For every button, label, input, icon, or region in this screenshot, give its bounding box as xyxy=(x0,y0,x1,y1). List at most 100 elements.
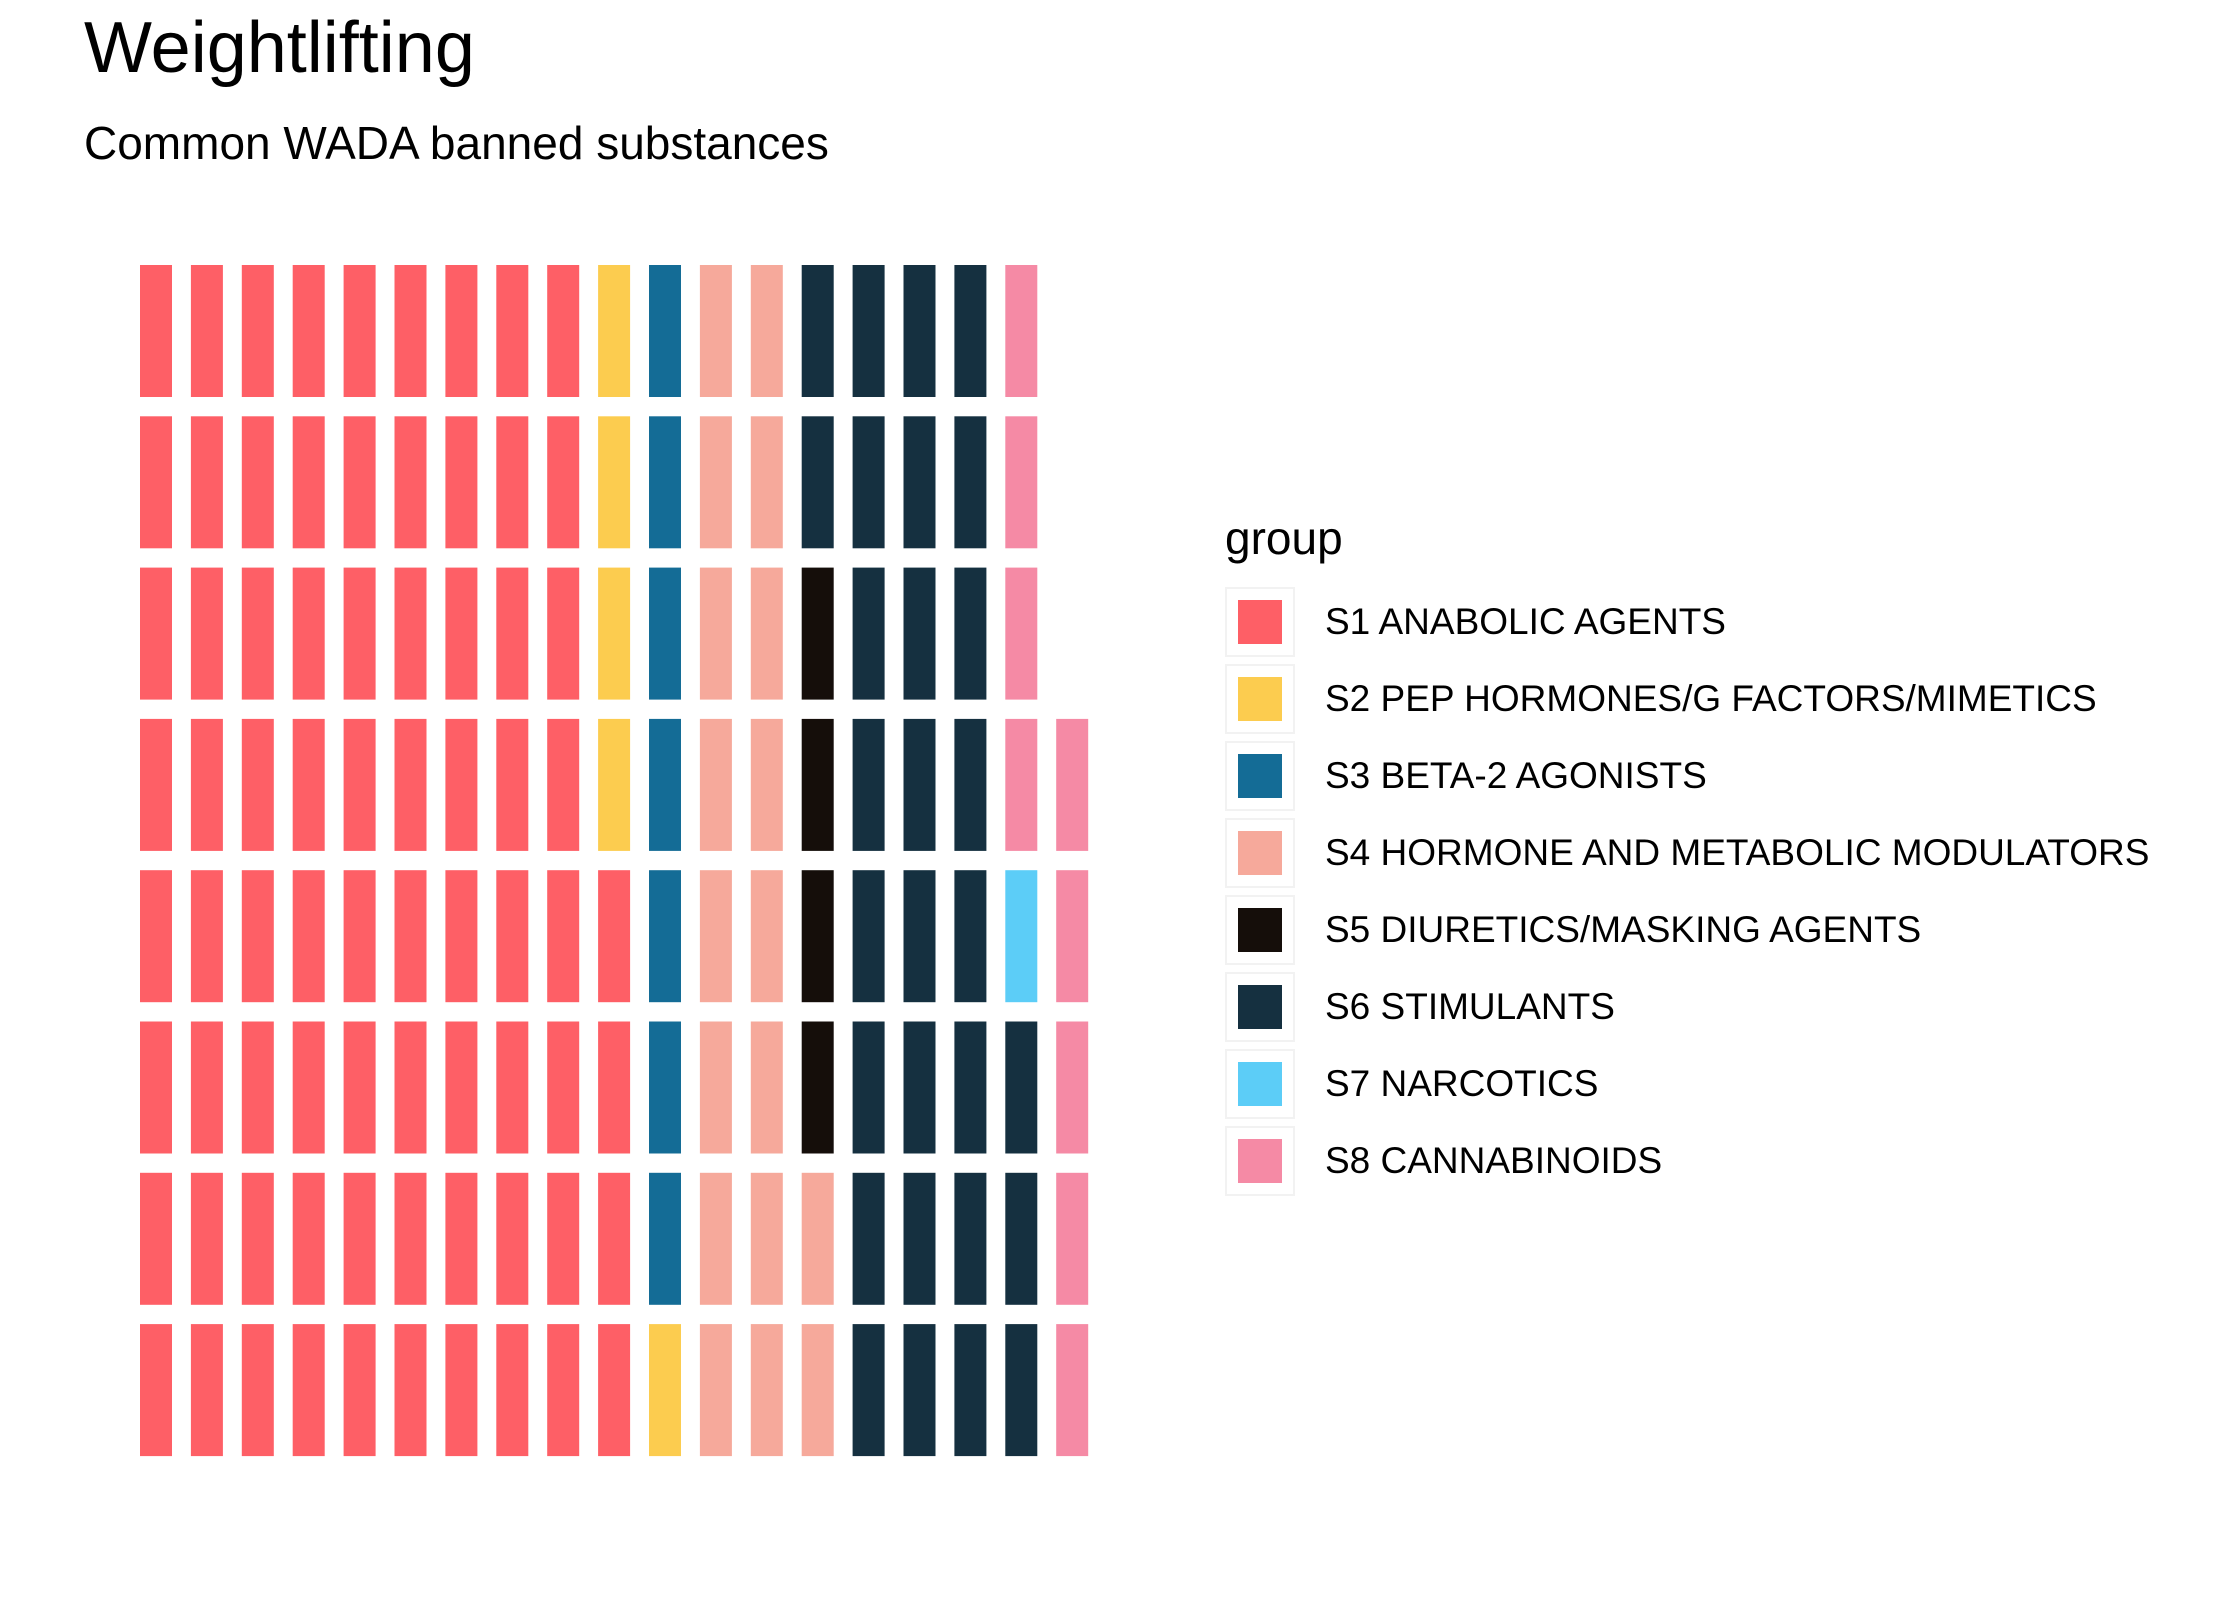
waffle-cell-s8 xyxy=(1005,718,1038,851)
legend-item-s2: S2 PEP HORMONES/G FACTORS/MIMETICS xyxy=(1225,660,2149,737)
waffle-cell-s8 xyxy=(1056,1021,1089,1154)
waffle-cell-s2 xyxy=(649,1324,681,1457)
waffle-cell-s1 xyxy=(190,1172,223,1305)
legend-item-s7: S7 NARCOTICS xyxy=(1225,1045,2149,1122)
legend-item-s3: S3 BETA-2 AGONISTS xyxy=(1225,737,2149,814)
waffle-cell-s8 xyxy=(1056,718,1089,851)
waffle-cell-s1 xyxy=(547,1324,580,1457)
waffle-cell-s1 xyxy=(598,1021,631,1154)
legend-swatch-s8 xyxy=(1238,1138,1282,1183)
waffle-cell-s1 xyxy=(445,416,478,549)
legend-key xyxy=(1225,1048,1295,1119)
waffle-cell-s1 xyxy=(140,567,172,700)
waffle-cell-s1 xyxy=(343,718,376,851)
waffle-cell-s1 xyxy=(190,870,223,1003)
legend-label: S6 STIMULANTS xyxy=(1325,986,1615,1027)
waffle-cell-s6 xyxy=(1005,1021,1038,1154)
legend-label: S2 PEP HORMONES/G FACTORS/MIMETICS xyxy=(1325,678,2097,719)
waffle-cell-s3 xyxy=(649,1021,681,1154)
waffle-cell-s1 xyxy=(292,870,325,1003)
legend-key xyxy=(1225,1125,1295,1196)
waffle-cell-s4 xyxy=(750,1172,783,1305)
waffle-cell-s1 xyxy=(394,416,427,549)
waffle-cell-s1 xyxy=(190,265,223,397)
waffle-cell-s1 xyxy=(496,1324,529,1457)
legend-key xyxy=(1225,663,1295,734)
waffle-cell-s4 xyxy=(750,265,783,397)
waffle-cell-s1 xyxy=(496,870,529,1003)
waffle-cell-s1 xyxy=(241,567,274,700)
waffle-cell-s4 xyxy=(801,1172,834,1305)
waffle-cell-s1 xyxy=(292,1021,325,1154)
waffle-cell-s1 xyxy=(190,416,223,549)
waffle-cell-s1 xyxy=(140,1324,172,1457)
waffle-cell-s8 xyxy=(1005,567,1038,700)
legend-swatch-s5 xyxy=(1238,907,1282,952)
waffle-cell-s1 xyxy=(496,718,529,851)
waffle-cell-s1 xyxy=(140,416,172,549)
legend-title: group xyxy=(1225,512,1343,564)
waffle-cell-s1 xyxy=(598,1172,631,1305)
waffle-cell-s1 xyxy=(292,1324,325,1457)
waffle-cell-s8 xyxy=(1005,265,1038,397)
waffle-cell-s3 xyxy=(649,265,681,397)
waffle-cell-s1 xyxy=(496,265,529,397)
waffle-cell-s1 xyxy=(241,1021,274,1154)
waffle-cell-s1 xyxy=(292,416,325,549)
waffle-cell-s1 xyxy=(394,567,427,700)
waffle-cell-s3 xyxy=(649,416,681,549)
waffle-cell-s6 xyxy=(954,1021,987,1154)
waffle-cell-s2 xyxy=(598,265,631,397)
legend: group S1 ANABOLIC AGENTS S2 PEP HORMONES/… xyxy=(1225,515,2149,1199)
waffle-cell-s1 xyxy=(445,1021,478,1154)
waffle-cell-s1 xyxy=(140,1172,172,1305)
waffle-cell-s1 xyxy=(343,1021,376,1154)
waffle-cell-s1 xyxy=(445,567,478,700)
waffle-cell-s6 xyxy=(852,1021,885,1154)
waffle-cell-s1 xyxy=(496,567,529,700)
waffle-cell-s1 xyxy=(292,1172,325,1305)
waffle-cell-s1 xyxy=(394,265,427,397)
waffle-cell-s5 xyxy=(801,870,834,1003)
legend-item-s1: S1 ANABOLIC AGENTS xyxy=(1225,583,2149,660)
waffle-cell-s1 xyxy=(343,1172,376,1305)
waffle-cell-s5 xyxy=(801,718,834,851)
waffle-cell-s1 xyxy=(547,870,580,1003)
waffle-cell-s4 xyxy=(699,416,732,549)
waffle-cell-s1 xyxy=(140,870,172,1003)
waffle-cell-s1 xyxy=(598,1324,631,1457)
waffle-cell-s5 xyxy=(801,567,834,700)
legend-label: S4 HORMONE AND METABOLIC MODULATORS xyxy=(1325,832,2150,873)
waffle-cell-s1 xyxy=(343,416,376,549)
waffle-cell-s1 xyxy=(241,870,274,1003)
waffle-cell-s6 xyxy=(903,567,936,700)
waffle-cell-s6 xyxy=(852,265,885,397)
waffle-cell-s1 xyxy=(140,718,172,851)
waffle-cell-s1 xyxy=(140,1021,172,1154)
waffle-cell-s1 xyxy=(445,1324,478,1457)
waffle-cell-s6 xyxy=(801,265,834,397)
waffle-cell-s4 xyxy=(750,718,783,851)
waffle-cell-s4 xyxy=(750,870,783,1003)
waffle-cell-s1 xyxy=(140,265,172,397)
waffle-cell-s1 xyxy=(343,1324,376,1457)
waffle-cell-s2 xyxy=(598,416,631,549)
waffle-cell-s6 xyxy=(1005,1324,1038,1457)
waffle-cell-s1 xyxy=(547,567,580,700)
waffle-cell-s1 xyxy=(445,718,478,851)
waffle-cell-s1 xyxy=(496,1021,529,1154)
legend-label: S5 DIURETICS/MASKING AGENTS xyxy=(1325,909,1922,950)
waffle-cell-s8 xyxy=(1056,1324,1089,1457)
waffle-cell-s4 xyxy=(699,265,732,397)
waffle-cell-s1 xyxy=(394,1324,427,1457)
waffle-cell-s6 xyxy=(852,870,885,1003)
waffle-cell-s4 xyxy=(750,416,783,549)
waffle-cell-s1 xyxy=(445,265,478,397)
waffle-cell-s6 xyxy=(852,567,885,700)
legend-label: S8 CANNABINOIDS xyxy=(1325,1140,1663,1181)
legend-label: S7 NARCOTICS xyxy=(1325,1063,1599,1104)
waffle-cell-s1 xyxy=(445,870,478,1003)
waffle-cell-s1 xyxy=(241,718,274,851)
legend-key xyxy=(1225,817,1295,888)
legend-swatch-s6 xyxy=(1238,984,1282,1029)
